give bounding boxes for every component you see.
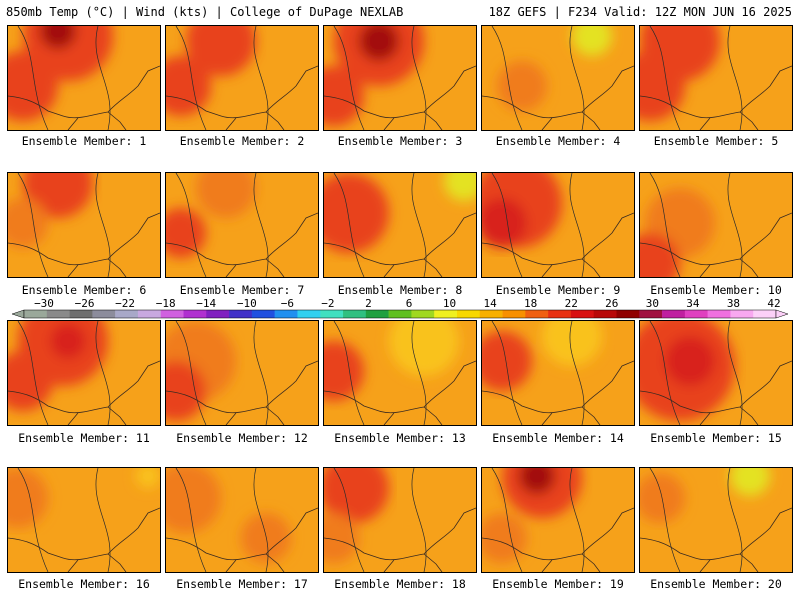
colorbar-tick-label: 22: [565, 298, 578, 310]
colorbar-segment: [570, 310, 594, 318]
ensemble-member-label: Ensemble Member: 6: [21, 283, 147, 297]
ensemble-member-label: Ensemble Member: 14: [492, 431, 624, 445]
colorbar-tick-label: 34: [686, 298, 700, 310]
colorbar-segment: [730, 310, 754, 318]
colorbar-tick-label: −6: [281, 298, 294, 310]
map-panel: [639, 320, 793, 426]
map-panel: [7, 172, 161, 278]
colorbar-segment: [206, 310, 230, 318]
colorbar-segment: [593, 310, 617, 318]
map-panel: [7, 25, 161, 131]
map-panel: [639, 467, 793, 573]
colorbar-tick-label: 14: [483, 298, 497, 310]
colorbar-tick-label: −14: [196, 298, 216, 310]
map-panel: [323, 25, 477, 131]
header-title: 850mb Temp (°C) | Wind (kts) | College o…: [6, 5, 404, 19]
colorbar-segment: [160, 310, 184, 318]
map-panel: [165, 25, 319, 131]
colorbar-segment: [434, 310, 458, 318]
ensemble-member-label: Ensemble Member: 11: [18, 431, 150, 445]
colorbar-tick-label: −10: [237, 298, 257, 310]
ensemble-member-label: Ensemble Member: 7: [179, 283, 305, 297]
colorbar-segment: [707, 310, 731, 318]
colorbar-tick-label: 30: [646, 298, 659, 310]
colorbar-segment: [616, 310, 640, 318]
colorbar-segment: [183, 310, 207, 318]
colorbar-segment: [274, 310, 298, 318]
map-panel: [639, 25, 793, 131]
map-panel: [7, 467, 161, 573]
ensemble-member-label: Ensemble Member: 12: [176, 431, 308, 445]
map-panel: [165, 172, 319, 278]
colorbar-tick-label: 18: [524, 298, 537, 310]
colorbar-segment: [365, 310, 389, 318]
colorbar-segment: [479, 310, 503, 318]
colorbar-segment: [24, 310, 48, 318]
colorbar-segment: [251, 310, 275, 318]
map-panel: [639, 172, 793, 278]
ensemble-member-label: Ensemble Member: 18: [334, 577, 466, 591]
ensemble-member-label: Ensemble Member: 8: [337, 283, 463, 297]
colorbar-tick-label: −30: [34, 298, 54, 310]
colorbar-segment: [456, 310, 481, 318]
ensemble-member-label: Ensemble Member: 2: [179, 134, 305, 148]
colorbar-segment: [684, 310, 708, 318]
map-panel: [165, 467, 319, 573]
colorbar-low-arrow: [11, 309, 25, 319]
colorbar-segment: [411, 310, 435, 318]
colorbar-segment: [320, 310, 344, 318]
map-panel: [481, 467, 635, 573]
colorbar-segment: [662, 310, 686, 318]
temperature-colorbar: −30 −26 −22 −18 −14 −10 −6 −2 2 6 10 14 18 22 26 30 34 38…: [11, 298, 789, 319]
colorbar-tick-label: −18: [156, 298, 176, 310]
ensemble-member-label: Ensemble Member: 16: [18, 577, 150, 591]
map-panel: [481, 25, 635, 131]
ensemble-member-label: Ensemble Member: 15: [650, 431, 782, 445]
ensemble-member-label: Ensemble Member: 9: [495, 283, 621, 297]
colorbar-segment: [69, 310, 93, 318]
colorbar-segment: [502, 310, 526, 318]
ensemble-member-label: Ensemble Member: 1: [21, 134, 147, 148]
map-panel: [323, 320, 477, 426]
colorbar-segment: [548, 310, 572, 318]
colorbar-segment: [297, 310, 321, 318]
map-panel: [323, 467, 477, 573]
colorbar-segment: [343, 310, 367, 318]
map-panel: [165, 320, 319, 426]
colorbar-tick-label: −26: [75, 298, 95, 310]
colorbar-segment: [525, 310, 549, 318]
ensemble-member-label: Ensemble Member: 13: [334, 431, 466, 445]
colorbar-segment: [115, 310, 139, 318]
ensemble-member-label: Ensemble Member: 4: [495, 134, 621, 148]
ensemble-member-label: Ensemble Member: 10: [650, 283, 782, 297]
map-panel: [323, 172, 477, 278]
header-run-info: 18Z GEFS | F234 Valid: 12Z MON JUN 16 20…: [488, 5, 792, 19]
colorbar-segment: [229, 310, 253, 318]
colorbar-tick-label: −2: [321, 298, 334, 310]
map-panel: [481, 172, 635, 278]
map-panel: [481, 320, 635, 426]
ensemble-member-label: Ensemble Member: 19: [492, 577, 624, 591]
colorbar-tick-label: −22: [115, 298, 135, 310]
map-panel: [7, 320, 161, 426]
colorbar-segment: [92, 310, 116, 318]
ensemble-member-label: Ensemble Member: 3: [337, 134, 463, 148]
colorbar-segment: [137, 310, 162, 318]
colorbar-tick-label: 2: [365, 298, 372, 310]
colorbar-segment: [388, 310, 412, 318]
colorbar-segment: [639, 310, 663, 318]
colorbar-tick-label: 10: [443, 298, 456, 310]
ensemble-member-label: Ensemble Member: 17: [176, 577, 308, 591]
colorbar-segment: [753, 310, 777, 318]
ensemble-member-label: Ensemble Member: 20: [650, 577, 782, 591]
colorbar-tick-label: 42: [767, 298, 780, 310]
ensemble-member-label: Ensemble Member: 5: [653, 134, 779, 148]
colorbar-tick-label: 38: [727, 298, 740, 310]
colorbar-high-arrow: [775, 309, 789, 319]
colorbar-segment: [46, 310, 70, 318]
colorbar-tick-label: 26: [605, 298, 618, 310]
colorbar-tick-label: 6: [406, 298, 413, 310]
